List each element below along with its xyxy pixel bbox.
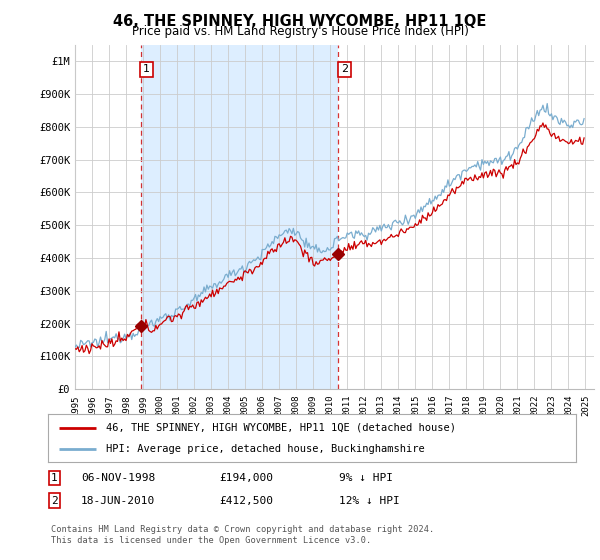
Text: 46, THE SPINNEY, HIGH WYCOMBE, HP11 1QE (detached house): 46, THE SPINNEY, HIGH WYCOMBE, HP11 1QE …	[106, 423, 456, 433]
Text: £412,500: £412,500	[219, 496, 273, 506]
Text: 46, THE SPINNEY, HIGH WYCOMBE, HP11 1QE: 46, THE SPINNEY, HIGH WYCOMBE, HP11 1QE	[113, 14, 487, 29]
Text: 12% ↓ HPI: 12% ↓ HPI	[339, 496, 400, 506]
Text: £194,000: £194,000	[219, 473, 273, 483]
Text: 2: 2	[51, 496, 58, 506]
Text: 2: 2	[341, 64, 348, 74]
Text: 1: 1	[51, 473, 58, 483]
Text: 18-JUN-2010: 18-JUN-2010	[81, 496, 155, 506]
Text: 06-NOV-1998: 06-NOV-1998	[81, 473, 155, 483]
Text: Contains HM Land Registry data © Crown copyright and database right 2024.
This d: Contains HM Land Registry data © Crown c…	[51, 525, 434, 545]
Text: 1: 1	[143, 64, 150, 74]
Text: Price paid vs. HM Land Registry's House Price Index (HPI): Price paid vs. HM Land Registry's House …	[131, 25, 469, 38]
Text: 9% ↓ HPI: 9% ↓ HPI	[339, 473, 393, 483]
Bar	[140, 45, 338, 389]
Text: HPI: Average price, detached house, Buckinghamshire: HPI: Average price, detached house, Buck…	[106, 444, 425, 454]
